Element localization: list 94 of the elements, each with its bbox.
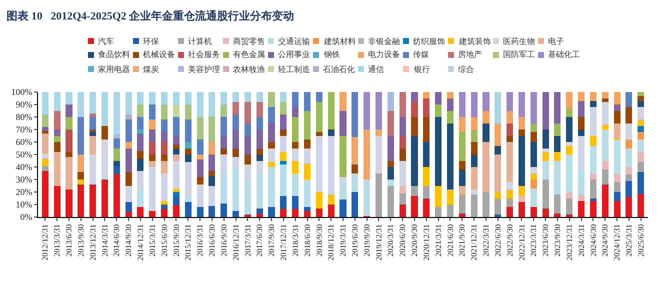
x-tick-label: 2018/3/31 (290, 224, 300, 257)
legend-label: 煤炭 (143, 65, 159, 74)
x-tick-label: 2017/12/31 (279, 224, 288, 261)
x-tick-label: 2015/6/30 (160, 224, 169, 257)
legend-label: 计算机 (188, 37, 212, 46)
legend-label: 非银金融 (368, 37, 400, 46)
x-tick-label: 2017/9/30 (267, 224, 276, 257)
legend-label: 通信 (368, 65, 384, 74)
x-tick-label: 2025/6/30 (636, 224, 646, 257)
x-tick-label: 2014/3/31 (100, 224, 110, 257)
legend-label: 交通运输 (278, 37, 310, 46)
y-tick-label: 40% (16, 162, 33, 172)
x-tick-label: 2021/3/31 (434, 224, 443, 257)
chart-title: 图表 10 2012Q4-2025Q2 企业年金重仓流通股行业分布变动 (6, 9, 294, 22)
x-tick-label: 2021/6/30 (446, 224, 455, 257)
y-tick-label: 30% (16, 174, 33, 185)
x-tick-label: 2020/3/31 (386, 224, 396, 257)
legend-label: 纺织服饰 (413, 37, 445, 46)
x-tick-label: 2022/12/31 (517, 224, 526, 261)
x-tick-label: 2017/6/30 (255, 224, 264, 257)
y-tick-label: 50% (16, 150, 33, 160)
x-tick-label: 2016/9/30 (219, 224, 228, 257)
x-tick-label: 2024/3/31 (576, 224, 586, 257)
x-tick-label: 2024/9/30 (600, 224, 610, 257)
x-tick-label: 2023/9/30 (553, 224, 562, 257)
x-tick-label: 2020/12/31 (422, 224, 431, 261)
legend-label: 社会服务 (188, 50, 220, 59)
x-tick-label: 2015/3/31 (148, 224, 157, 257)
y-tick-label: 80% (16, 112, 33, 122)
x-tick-label: 2016/3/31 (196, 224, 205, 257)
x-tick-label: 2015/12/31 (184, 224, 193, 261)
x-tick-label: 2023/12/31 (564, 224, 574, 261)
x-tick-label: 2019/6/30 (350, 224, 360, 257)
x-tick-label: 2023/3/31 (529, 224, 538, 257)
x-tick-label: 2022/9/30 (505, 224, 514, 257)
legend-label: 家用电器 (98, 65, 130, 74)
x-tick-label: 2013/9/30 (76, 224, 86, 257)
x-tick-label: 2013/12/31 (88, 224, 98, 261)
legend-label: 国防军工 (503, 50, 535, 59)
x-tick-label: 2017/3/31 (243, 224, 252, 257)
x-tick-label: 2025/3/31 (624, 224, 634, 257)
x-tick-label: 2018/6/30 (302, 224, 312, 257)
legend-label: 钢铁 (323, 50, 340, 59)
x-tick-label: 2016/6/30 (208, 224, 217, 257)
y-tick-label: 90% (16, 100, 33, 110)
x-tick-label: 2024/6/30 (588, 224, 598, 257)
x-tick-label: 2015/9/30 (172, 224, 181, 257)
legend-label: 环保 (143, 37, 159, 46)
legend-label: 农林牧渔 (233, 65, 265, 74)
x-tick-label: 2016/12/31 (231, 224, 240, 261)
x-tick-label: 2021/12/31 (470, 224, 479, 261)
x-tick-label: 2022/3/31 (482, 224, 491, 257)
x-tick-label: 2014/12/31 (136, 224, 146, 261)
x-tick-label: 2019/9/30 (362, 224, 372, 257)
x-tick-label: 2020/6/30 (398, 224, 408, 257)
y-tick-label: 20% (16, 187, 33, 198)
x-tick-label: 2019/12/31 (374, 224, 384, 261)
x-tick-label: 2014/9/30 (124, 224, 134, 257)
x-tick-label: 2013/3/31 (52, 224, 62, 257)
legend-label: 美容护理 (188, 65, 220, 74)
x-tick-label: 2014/6/30 (112, 224, 122, 257)
legend-label: 商贸零售 (233, 37, 265, 46)
x-tick-label: 2012/12/31 (40, 224, 50, 261)
legend-label: 电子 (548, 37, 564, 46)
legend-label: 有色金属 (233, 50, 265, 59)
legend-label: 机械设备 (143, 50, 175, 59)
legend-label: 汽车 (98, 37, 114, 46)
x-tick-label: 2023/6/30 (541, 224, 550, 257)
x-tick-label: 2024/12/31 (612, 224, 622, 261)
legend-label: 综合 (458, 65, 474, 74)
x-tick-label: 2013/6/30 (64, 224, 74, 257)
legend-label: 石油石化 (323, 65, 355, 74)
legend-label: 公用事业 (278, 50, 310, 59)
legend-label: 电力设备 (368, 50, 400, 59)
y-tick-label: 0% (20, 212, 33, 222)
legend-label: 建筑材料 (323, 37, 356, 46)
legend-label: 轻工制造 (278, 65, 310, 74)
y-tick-label: 70% (16, 124, 33, 135)
legend-label: 食品饮料 (98, 50, 130, 59)
legend-label: 建筑装饰 (458, 37, 491, 46)
legend-label: 房地产 (458, 50, 482, 59)
x-tick-label: 2020/9/30 (410, 224, 420, 257)
y-tick-label: 10% (16, 200, 33, 210)
legend-label: 基础化工 (548, 50, 580, 59)
legend-label: 传媒 (413, 50, 429, 59)
x-tick-label: 2018/9/30 (314, 224, 324, 257)
x-tick-label: 2018/12/31 (326, 224, 336, 261)
legend-label: 银行 (413, 65, 430, 74)
x-tick-label: 2022/6/30 (493, 224, 502, 257)
x-tick-label: 2021/9/30 (458, 224, 467, 257)
legend-label: 医药生物 (503, 37, 535, 46)
y-tick-label: 100% (11, 87, 33, 98)
x-tick-label: 2019/3/31 (338, 224, 348, 257)
y-tick-label: 60% (16, 137, 33, 148)
